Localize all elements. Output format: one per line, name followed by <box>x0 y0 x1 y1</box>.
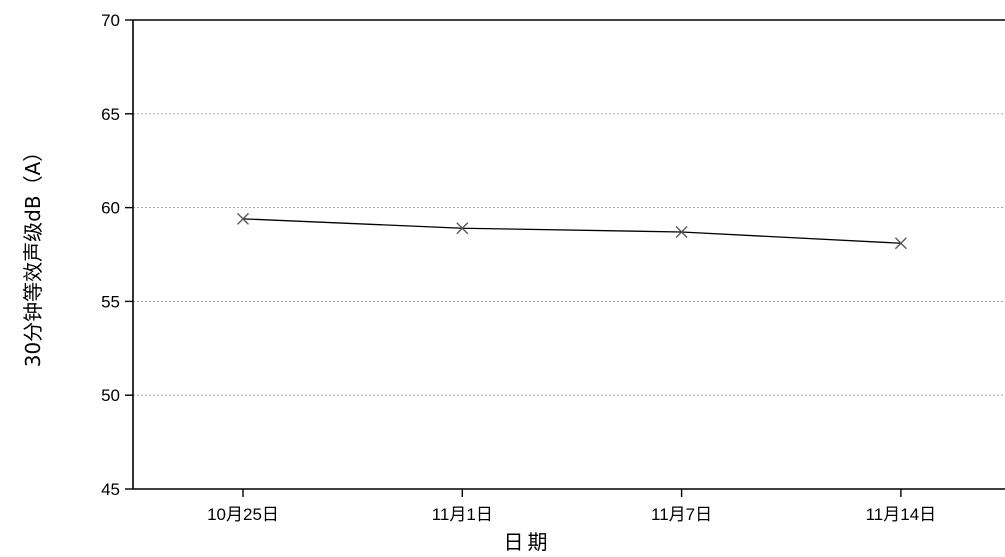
y-tick-label: 50 <box>101 386 120 405</box>
data-point <box>456 222 469 235</box>
y-tick-label: 70 <box>101 11 120 30</box>
axes <box>132 19 1005 490</box>
x-tick-label: 11月14日 <box>866 505 937 524</box>
gridlines <box>133 113 1005 396</box>
y-axis-ticks: 45 50 55 60 65 70 <box>101 11 133 499</box>
y-tick-label: 45 <box>101 480 120 499</box>
x-marker-stroke <box>894 237 907 250</box>
series-line <box>242 218 901 244</box>
y-tick-label: 55 <box>101 292 120 311</box>
x-tick-label: 10月25日 <box>207 505 279 524</box>
x-axis-title: 日期 <box>504 530 552 554</box>
x-tick-label: 11月1日 <box>432 505 493 524</box>
y-tick-label: 65 <box>101 105 120 124</box>
x-marker-stroke <box>675 226 688 238</box>
x-marker-stroke <box>237 212 249 225</box>
data-point <box>675 226 688 238</box>
data-point <box>894 237 907 250</box>
x-axis-ticks: 10月25日 11月1日 11月7日 11月14日 <box>207 489 936 524</box>
x-tick-label: 11月7日 <box>651 505 712 524</box>
data-point <box>237 212 249 225</box>
series <box>237 212 907 250</box>
y-tick-label: 60 <box>101 199 120 218</box>
y-axis-title: 30分钟等效声级dB（A） <box>21 142 45 368</box>
x-marker-stroke <box>456 222 469 235</box>
